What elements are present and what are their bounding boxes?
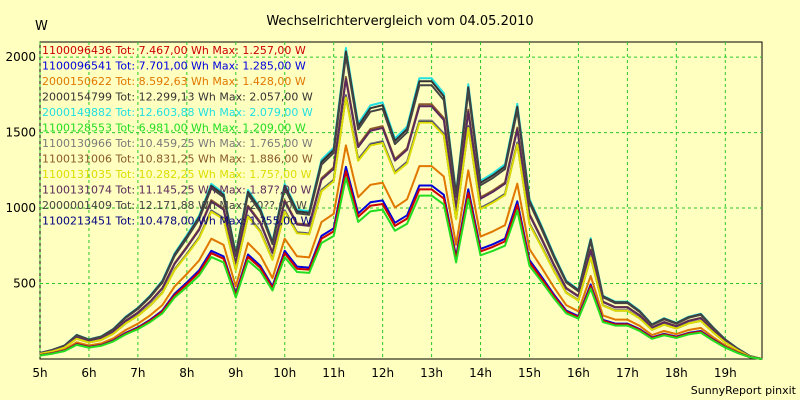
x-tick-label: 9h bbox=[228, 366, 243, 380]
legend-entry: 1100131006 Tot: 10.831,25 Wh Max: 1.886,… bbox=[42, 153, 313, 166]
legend-entry: 1100128553 Tot: 6.981,00 Wh Max: 1.209,0… bbox=[42, 122, 306, 135]
y-tick-label: 500 bbox=[13, 277, 36, 291]
legend-entry: 1100213451 Tot: 10.478,00 Wh Max: 1.?55,… bbox=[42, 215, 312, 228]
legend-entry: 2000150622 Tot: 8.592,63 Wh Max: 1.428,0… bbox=[42, 75, 306, 88]
legend-entry: 2000001409 Tot: 12.171,88 Wh Max: 20??,0… bbox=[42, 199, 307, 212]
x-tick-label: 17h bbox=[616, 366, 639, 380]
x-tick-label: 8h bbox=[179, 366, 194, 380]
legend-entry: 1100096436 Tot: 7.467,00 Wh Max: 1.257,0… bbox=[42, 44, 306, 57]
x-tick-label: 11h bbox=[322, 366, 345, 380]
series-line bbox=[39, 96, 763, 360]
x-tick-label: 13h bbox=[420, 366, 443, 380]
x-tick-label: 16h bbox=[567, 366, 590, 380]
chart-title: Wechselrichtervergleich vom 04.05.2010 bbox=[266, 14, 533, 29]
series-line bbox=[39, 177, 763, 360]
y-tick-labels: 500 1000 1500 2000 bbox=[5, 50, 36, 290]
legend-entry: 2000154799 Tot: 12.299,13 Wh Max: 2.057,… bbox=[42, 91, 313, 104]
legend: 1100096436 Tot: 7.467,00 Wh Max: 1.257,0… bbox=[42, 44, 313, 228]
series-lines bbox=[39, 47, 763, 360]
series-line bbox=[39, 54, 763, 360]
x-tick-label: 14h bbox=[469, 366, 492, 380]
x-tick-label: 6h bbox=[81, 366, 96, 380]
x-tick-label: 19h bbox=[714, 366, 737, 380]
legend-entry: 1100131035 Tot: 10.282,25 Wh Max: 1.75?,… bbox=[42, 168, 312, 181]
x-tick-label: 12h bbox=[371, 366, 394, 380]
x-tick-label: 18h bbox=[665, 366, 688, 380]
x-tick-label: 5h bbox=[32, 366, 47, 380]
series-line bbox=[39, 78, 763, 360]
legend-entry: 1100131074 Tot: 11.145,25 Wh Max: 1.87?,… bbox=[42, 184, 312, 197]
legend-entry: 2000149882 Tot: 12.603,88 Wh Max: 2.079,… bbox=[42, 106, 313, 119]
y-tick-label: 2000 bbox=[5, 50, 36, 64]
x-tick-label: 15h bbox=[518, 366, 541, 380]
x-tick-label: 10h bbox=[273, 366, 296, 380]
y-tick-label: 1500 bbox=[5, 126, 36, 140]
x-tick-labels: 5h 6h 7h 8h 9h 10h 11h 12h 13h 14h 15h 16h 17h 18h 19h bbox=[32, 366, 736, 380]
footer-credit: SunnyReport pinxit bbox=[691, 384, 797, 397]
legend-entry: 1100130966 Tot: 10.459,25 Wh Max: 1.765,… bbox=[42, 137, 313, 150]
legend-entry: 1100096541 Tot: 7.701,00 Wh Max: 1.285,0… bbox=[42, 60, 306, 73]
series-line bbox=[39, 144, 763, 360]
x-tick-label: 7h bbox=[130, 366, 145, 380]
y-axis-unit: W bbox=[35, 19, 48, 34]
y-tick-label: 1000 bbox=[5, 201, 36, 215]
